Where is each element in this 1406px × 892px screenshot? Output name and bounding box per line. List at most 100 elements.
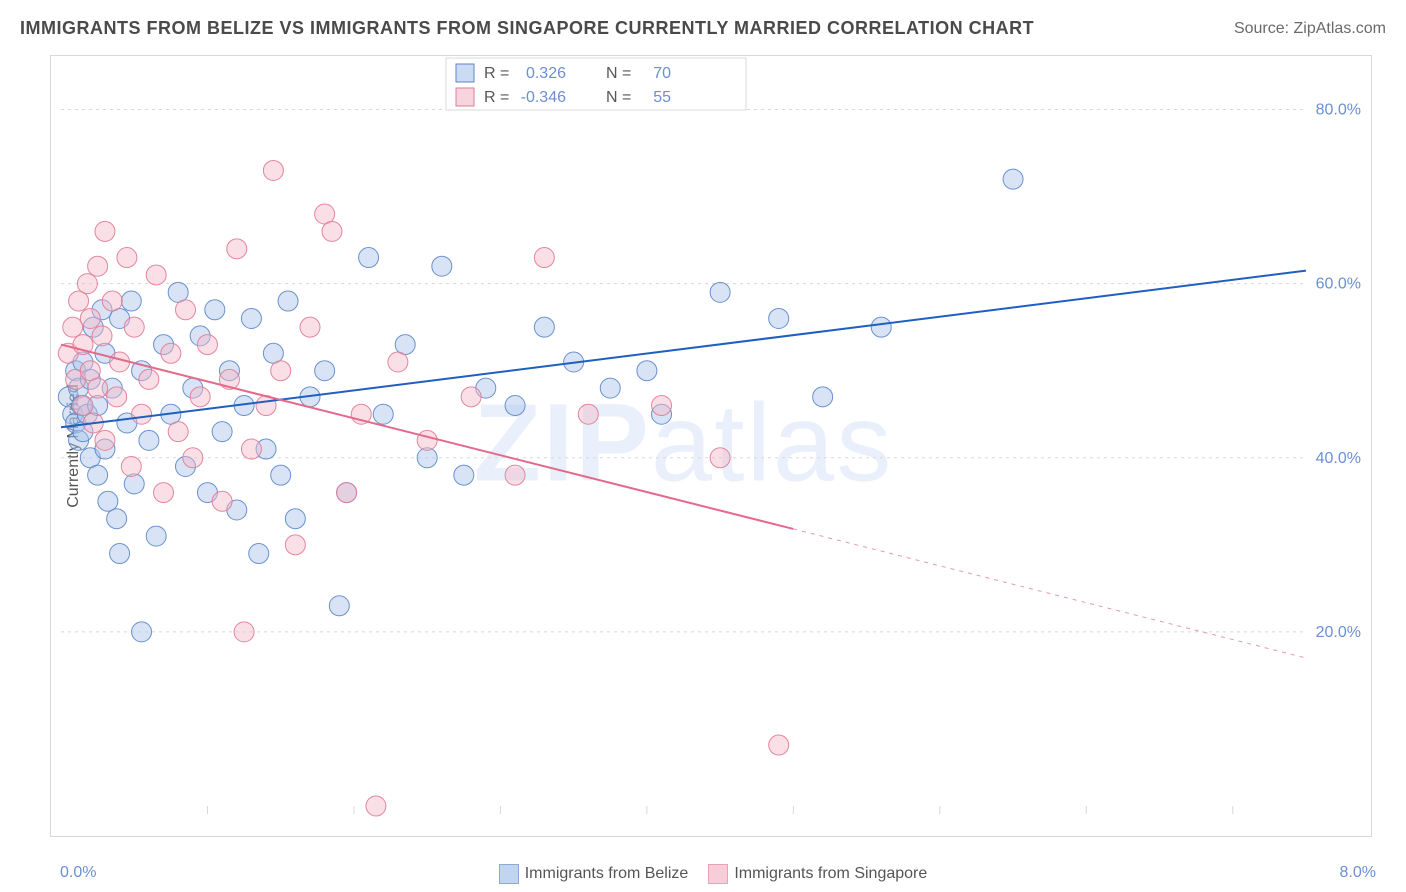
data-point — [263, 160, 283, 180]
scatter-chart: ZIPatlas20.0%40.0%60.0%80.0%R =0.326N =7… — [51, 56, 1371, 836]
data-point — [154, 483, 174, 503]
x-tick-label-right: 8.0% — [1340, 864, 1376, 882]
data-point — [110, 544, 130, 564]
data-point — [227, 239, 247, 259]
data-point — [337, 483, 357, 503]
data-point — [234, 622, 254, 642]
chart-container: ZIPatlas20.0%40.0%60.0%80.0%R =0.326N =7… — [50, 55, 1372, 837]
data-point — [461, 387, 481, 407]
data-point — [95, 221, 115, 241]
data-point — [534, 248, 554, 268]
data-point — [322, 221, 342, 241]
data-point — [249, 544, 269, 564]
legend-swatch — [456, 64, 474, 82]
data-point — [197, 335, 217, 355]
data-point — [124, 474, 144, 494]
source-label: Source: ZipAtlas.com — [1234, 20, 1386, 38]
data-point — [241, 439, 261, 459]
data-point — [121, 456, 141, 476]
data-point — [710, 282, 730, 302]
bottom-legend: 0.0% Immigrants from Belize Immigrants fro… — [0, 864, 1406, 884]
data-point — [161, 343, 181, 363]
data-point — [168, 422, 188, 442]
legend-n-label: N = — [606, 65, 631, 82]
source-name: ZipAtlas.com — [1294, 20, 1386, 37]
data-point — [124, 317, 144, 337]
data-point — [183, 448, 203, 468]
x-tick-label-left: 0.0% — [60, 864, 96, 882]
data-point — [80, 308, 100, 328]
data-point — [102, 291, 122, 311]
data-point — [359, 248, 379, 268]
data-point — [241, 308, 261, 328]
data-point — [278, 291, 298, 311]
data-point — [432, 256, 452, 276]
data-point — [146, 265, 166, 285]
data-point — [121, 291, 141, 311]
regression-line-dashed — [793, 529, 1306, 658]
legend-r-label: R = — [484, 89, 509, 106]
data-point — [139, 430, 159, 450]
data-point — [637, 361, 657, 381]
data-point — [63, 317, 83, 337]
bottom-legend-label: Immigrants from Belize — [525, 865, 689, 882]
data-point — [285, 535, 305, 555]
data-point — [534, 317, 554, 337]
legend-r-value: -0.346 — [521, 89, 566, 106]
data-point — [769, 735, 789, 755]
data-point — [107, 387, 127, 407]
legend-r-value: 0.326 — [526, 65, 566, 82]
data-point — [388, 352, 408, 372]
data-point — [366, 796, 386, 816]
data-point — [132, 622, 152, 642]
data-point — [98, 491, 118, 511]
data-point — [417, 430, 437, 450]
data-point — [505, 396, 525, 416]
y-tick-label: 40.0% — [1316, 450, 1361, 467]
data-point — [139, 369, 159, 389]
data-point — [107, 509, 127, 529]
data-point — [88, 256, 108, 276]
data-point — [117, 248, 137, 268]
data-point — [92, 326, 112, 346]
legend-swatch — [456, 88, 474, 106]
legend-n-value: 70 — [653, 65, 671, 82]
data-point — [73, 396, 93, 416]
data-point — [88, 378, 108, 398]
legend-r-label: R = — [484, 65, 509, 82]
data-point — [88, 465, 108, 485]
data-point — [871, 317, 891, 337]
data-point — [505, 465, 525, 485]
y-tick-label: 20.0% — [1316, 624, 1361, 641]
bottom-legend-swatch — [499, 864, 519, 884]
bottom-legend-swatch — [708, 864, 728, 884]
data-point — [212, 491, 232, 511]
data-point — [1003, 169, 1023, 189]
data-point — [146, 526, 166, 546]
data-point — [77, 274, 97, 294]
data-point — [176, 300, 196, 320]
y-tick-label: 60.0% — [1316, 276, 1361, 293]
data-point — [315, 361, 335, 381]
data-point — [190, 387, 210, 407]
data-point — [373, 404, 393, 424]
data-point — [271, 361, 291, 381]
data-point — [285, 509, 305, 529]
data-point — [69, 291, 89, 311]
data-point — [132, 404, 152, 424]
data-point — [329, 596, 349, 616]
page-title: IMMIGRANTS FROM BELIZE VS IMMIGRANTS FRO… — [20, 18, 1034, 39]
data-point — [212, 422, 232, 442]
data-point — [95, 430, 115, 450]
data-point — [300, 317, 320, 337]
legend-n-label: N = — [606, 89, 631, 106]
data-point — [271, 465, 291, 485]
y-tick-label: 80.0% — [1316, 102, 1361, 119]
data-point — [769, 308, 789, 328]
data-point — [710, 448, 730, 468]
data-point — [600, 378, 620, 398]
data-point — [652, 396, 672, 416]
bottom-legend-label: Immigrants from Singapore — [734, 865, 927, 882]
legend-n-value: 55 — [653, 89, 671, 106]
data-point — [454, 465, 474, 485]
